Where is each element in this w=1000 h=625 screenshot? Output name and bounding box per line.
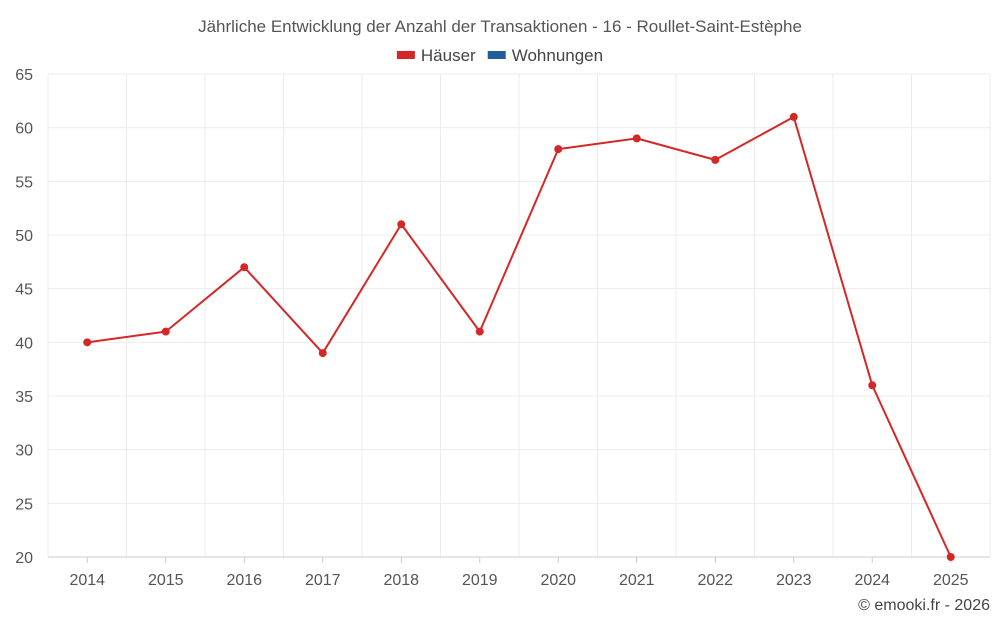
y-tick-label: 40 <box>15 335 33 352</box>
legend-label: Wohnungen <box>512 46 603 65</box>
legend-swatch <box>487 51 506 59</box>
y-tick-label: 65 <box>15 67 33 84</box>
data-point <box>789 112 798 121</box>
x-tick-label: 2023 <box>776 572 812 589</box>
x-tick-label: 2015 <box>148 572 184 589</box>
data-point <box>240 263 249 272</box>
y-tick-label: 35 <box>15 389 33 406</box>
y-tick-label: 60 <box>15 121 33 138</box>
legend: Häuser Wohnungen <box>396 46 603 65</box>
legend-swatch <box>396 51 415 59</box>
data-point <box>475 327 484 336</box>
data-point <box>83 338 92 347</box>
data-point <box>161 327 170 336</box>
y-tick-label: 20 <box>15 550 33 567</box>
data-point <box>318 349 327 358</box>
x-tick-label: 2019 <box>462 572 498 589</box>
chart-title: Jährliche Entwicklung der Anzahl der Tra… <box>198 17 802 36</box>
x-tick-label: 2020 <box>540 572 576 589</box>
x-tick-label: 2025 <box>933 572 969 589</box>
y-tick-label: 25 <box>15 496 33 513</box>
data-point <box>554 145 563 154</box>
x-tick-label: 2022 <box>697 572 733 589</box>
legend-label: Häuser <box>421 46 476 65</box>
x-tick-label: 2018 <box>383 572 419 589</box>
data-point <box>711 155 720 164</box>
grid <box>47 73 991 557</box>
legend-item[interactable]: Häuser <box>396 46 476 65</box>
y-tick-label: 45 <box>15 282 33 299</box>
data-point <box>868 381 877 390</box>
y-tick-label: 30 <box>15 443 33 460</box>
x-tick-label: 2021 <box>619 572 655 589</box>
x-tick-label: 2024 <box>854 572 890 589</box>
data-point <box>632 134 641 143</box>
data-point <box>946 553 955 561</box>
data-point <box>397 220 406 229</box>
x-tick-label: 2017 <box>305 572 341 589</box>
x-tick-label: 2014 <box>69 572 105 589</box>
y-tick-label: 55 <box>15 174 33 191</box>
legend-item[interactable]: Wohnungen <box>487 46 603 65</box>
credit-text: © emooki.fr - 2026 <box>858 597 990 614</box>
series-line <box>87 115 952 558</box>
series-layer <box>83 112 955 561</box>
y-tick-label: 50 <box>15 228 33 245</box>
x-tick-label: 2016 <box>226 572 262 589</box>
